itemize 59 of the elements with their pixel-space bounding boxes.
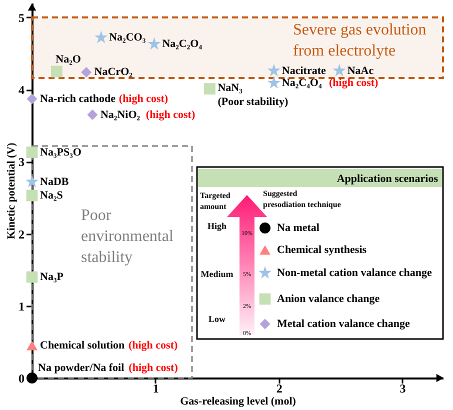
legend-label: Anion valance change [277, 293, 380, 305]
point [26, 340, 38, 350]
annotation: Na₂CO₃ [109, 32, 146, 44]
annotation: NaCrO₂ [94, 66, 134, 78]
annotation: Na₂C₄O₄ [282, 77, 322, 90]
point [332, 64, 346, 76]
point [267, 76, 280, 89]
x-tick-label: 1 [152, 382, 159, 396]
annotation: Na₂C₂O₄ [162, 38, 203, 50]
annotation: High [207, 221, 227, 231]
x-axis-title: Gas-releasing level (mol) [180, 396, 296, 408]
annotation: (high cost) [329, 77, 379, 90]
point [94, 30, 108, 44]
y-tick-label: 5 [18, 10, 24, 25]
y-tick-label: 4 [18, 83, 24, 98]
annotation: Na₂O [56, 54, 82, 66]
legend-label: Metal cation valance change [277, 318, 410, 330]
point [81, 66, 92, 78]
point [26, 94, 38, 104]
point [26, 271, 38, 283]
point [50, 66, 62, 78]
y-tick-label: 1 [18, 299, 24, 314]
legend-label: Chemical synthesis [277, 244, 368, 256]
point [148, 37, 161, 50]
x-tick-label: 2 [276, 382, 282, 396]
y-tick-label: 0 [18, 372, 24, 386]
point [204, 83, 216, 95]
annotation: Na₃PS₃O [40, 146, 82, 158]
annotation: Na₂S [40, 190, 63, 202]
annotation: Targeted amount [200, 191, 231, 211]
point [87, 110, 98, 120]
y-tick-label: 2 [18, 227, 24, 242]
annotation: Low [208, 314, 226, 324]
point [26, 190, 38, 202]
y-tick-label: 3 [18, 155, 24, 170]
annotation: Nacitrate [282, 64, 326, 77]
legend-label: Na metal [277, 222, 320, 234]
annotation: Suggested presodiation technique [263, 189, 342, 209]
annotation: Na₂NiO₂ [100, 108, 141, 121]
x-tick-label: 3 [400, 382, 406, 396]
annotation: Na-rich cathode [40, 92, 116, 105]
annotation: Na powder/Na foil [38, 362, 124, 374]
annotation: (high cost) [128, 362, 178, 374]
annotation: (high cost) [118, 92, 168, 105]
annotation: Na₃P [40, 271, 64, 284]
annotation: Chemical solution [40, 340, 125, 352]
annotation: NaAc [347, 64, 374, 77]
annotation: (high cost) [146, 108, 196, 121]
y-axis-title: Kinetic potential (V) [6, 142, 18, 240]
annotation: NaDB [40, 176, 70, 188]
legend-label: Non-metal cation valance change [277, 267, 432, 279]
point [26, 146, 38, 158]
annotation: (high cost) [128, 340, 178, 352]
band-label: Severe gas evolution from electrolyte [293, 21, 426, 60]
legend-title: Application scenarios [336, 173, 439, 185]
point [25, 174, 39, 188]
point [267, 64, 280, 76]
annotation: Medium [200, 269, 234, 279]
annotation: Poor environmental stability [81, 207, 174, 266]
